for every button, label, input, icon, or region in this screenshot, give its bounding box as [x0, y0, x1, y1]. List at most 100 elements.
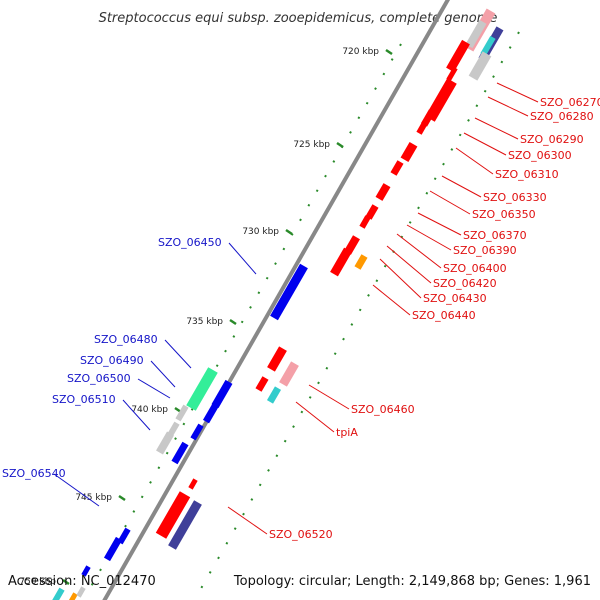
reverse-gene-label[interactable]: SZO_06370	[463, 229, 527, 242]
gene-arrow[interactable]	[171, 441, 189, 465]
forward-leader-line	[164, 339, 192, 369]
reverse-gene-label[interactable]: SZO_06390	[453, 244, 517, 257]
reverse-gene-label[interactable]: SZO_06330	[483, 191, 547, 204]
tick-dot	[233, 527, 237, 531]
gene-arrow[interactable]	[255, 376, 269, 392]
gene-arrow[interactable]	[390, 160, 404, 176]
gene-arrow[interactable]	[400, 141, 418, 163]
reverse-gene-label[interactable]: SZO_06520	[269, 528, 333, 541]
tick-dot	[275, 454, 279, 458]
reverse-gene-label[interactable]: tpiA	[336, 426, 358, 439]
reverse-gene-label[interactable]: SZO_06310	[495, 168, 559, 181]
tick-dot	[232, 335, 236, 338]
gene-arrow[interactable]	[155, 491, 191, 539]
gene-arrow[interactable]	[188, 478, 198, 490]
gene-arrow[interactable]	[425, 78, 457, 122]
tick-dot	[240, 320, 244, 324]
tick-label: 745 kbp	[75, 493, 112, 503]
gene-arrow[interactable]	[359, 215, 371, 229]
gene-arrow[interactable]	[202, 402, 220, 424]
reverse-gene-label[interactable]: SZO_06420	[433, 277, 497, 290]
reverse-leader-line	[372, 284, 411, 316]
forward-gene-label[interactable]: SZO_06500	[67, 372, 131, 385]
gene-arrow[interactable]	[420, 109, 436, 127]
tick-dot	[365, 101, 369, 105]
gene-arrow[interactable]	[103, 536, 123, 562]
reverse-gene-label[interactable]: SZO_06290	[520, 133, 584, 146]
gene-arrow[interactable]	[76, 586, 86, 598]
gene-arrow[interactable]	[354, 254, 368, 270]
forward-gene-label[interactable]: SZO_06480	[94, 333, 158, 346]
reverse-gene-label[interactable]: SZO_06430	[423, 292, 487, 305]
tick-label: 720 kbp	[342, 47, 379, 57]
reverse-gene-label[interactable]: SZO_06300	[508, 149, 572, 162]
forward-gene-label[interactable]: SZO_06450	[158, 236, 222, 249]
reverse-gene-label[interactable]: SZO_06440	[412, 309, 476, 322]
tick-dot	[292, 425, 295, 428]
gene-arrow[interactable]	[211, 379, 233, 409]
gene-arrow[interactable]	[465, 19, 487, 49]
gene-arrow[interactable]	[468, 51, 492, 81]
tick-dot	[282, 247, 286, 251]
reverse-gene-label[interactable]: SZO_06400	[443, 262, 507, 275]
tick-dot	[483, 89, 487, 93]
gene-labels: SZO_06450 SZO_06480 SZO_06490 SZO_06500 SZO_…	[2, 96, 600, 541]
forward-gene-label[interactable]: SZO_06510	[52, 393, 116, 406]
tick-dot	[375, 279, 379, 283]
tick-label: 735 kbp	[186, 317, 223, 327]
tick-dot	[332, 160, 336, 163]
gene-arrow[interactable]	[270, 263, 308, 321]
gene-arrow[interactable]	[266, 386, 282, 404]
tick-dot	[182, 422, 186, 426]
reverse-leader-line	[396, 233, 442, 269]
reverse-gene-label[interactable]: SZO_06350	[472, 208, 536, 221]
tick-label: 740 kbp	[131, 405, 168, 415]
gene-arrow[interactable]	[446, 66, 458, 82]
reverse-gene-label[interactable]: SZO_06460	[351, 403, 415, 416]
tick-dot	[200, 585, 204, 589]
tick-dot	[257, 291, 261, 295]
major-tick	[229, 318, 237, 326]
tick-dot	[324, 174, 327, 178]
tick-dot	[342, 337, 345, 341]
tick-dot	[265, 276, 269, 280]
major-tick	[385, 48, 393, 56]
gene-arrow[interactable]	[81, 565, 91, 577]
gene-arrow[interactable]	[330, 247, 352, 277]
gene-arrow[interactable]	[267, 346, 287, 372]
tick-label: 730 kbp	[242, 227, 279, 237]
label-leader-lines	[53, 82, 539, 535]
gene-arrow[interactable]	[156, 431, 174, 455]
tick-dot	[467, 118, 470, 122]
forward-leader-line	[228, 242, 257, 275]
tick-dot	[99, 568, 102, 572]
gene-track	[51, 8, 504, 600]
reverse-gene-label[interactable]: SZO_06280	[530, 110, 594, 123]
tick-dot	[315, 189, 319, 193]
tick-dot	[333, 352, 337, 356]
gene-arrow[interactable]	[480, 35, 496, 57]
tick-dot	[508, 46, 512, 49]
gene-arrow[interactable]	[168, 500, 202, 550]
tick-dot	[433, 177, 437, 181]
tick-dot	[350, 323, 354, 326]
tick-dot	[500, 60, 504, 64]
reverse-leader-line	[379, 258, 422, 299]
gene-arrow[interactable]	[190, 423, 204, 441]
tick-dot	[242, 512, 245, 516]
gene-arrow[interactable]	[416, 121, 428, 135]
gene-arrow[interactable]	[365, 204, 379, 220]
forward-gene-label[interactable]: SZO_06490	[80, 354, 144, 367]
gene-arrow[interactable]	[446, 39, 470, 73]
reverse-gene-label[interactable]: SZO_06270	[540, 96, 600, 109]
gene-arrow[interactable]	[375, 183, 391, 201]
gene-arrow[interactable]	[186, 367, 218, 411]
gene-arrow[interactable]	[68, 592, 78, 600]
major-tick	[336, 141, 344, 149]
tick-dot	[90, 583, 94, 586]
gene-arrow[interactable]	[279, 361, 299, 387]
gene-arrow[interactable]	[51, 587, 65, 600]
gene-arrow[interactable]	[175, 404, 189, 422]
forward-gene-label[interactable]: SZO_06540	[2, 467, 66, 480]
tick-dot	[358, 308, 362, 312]
